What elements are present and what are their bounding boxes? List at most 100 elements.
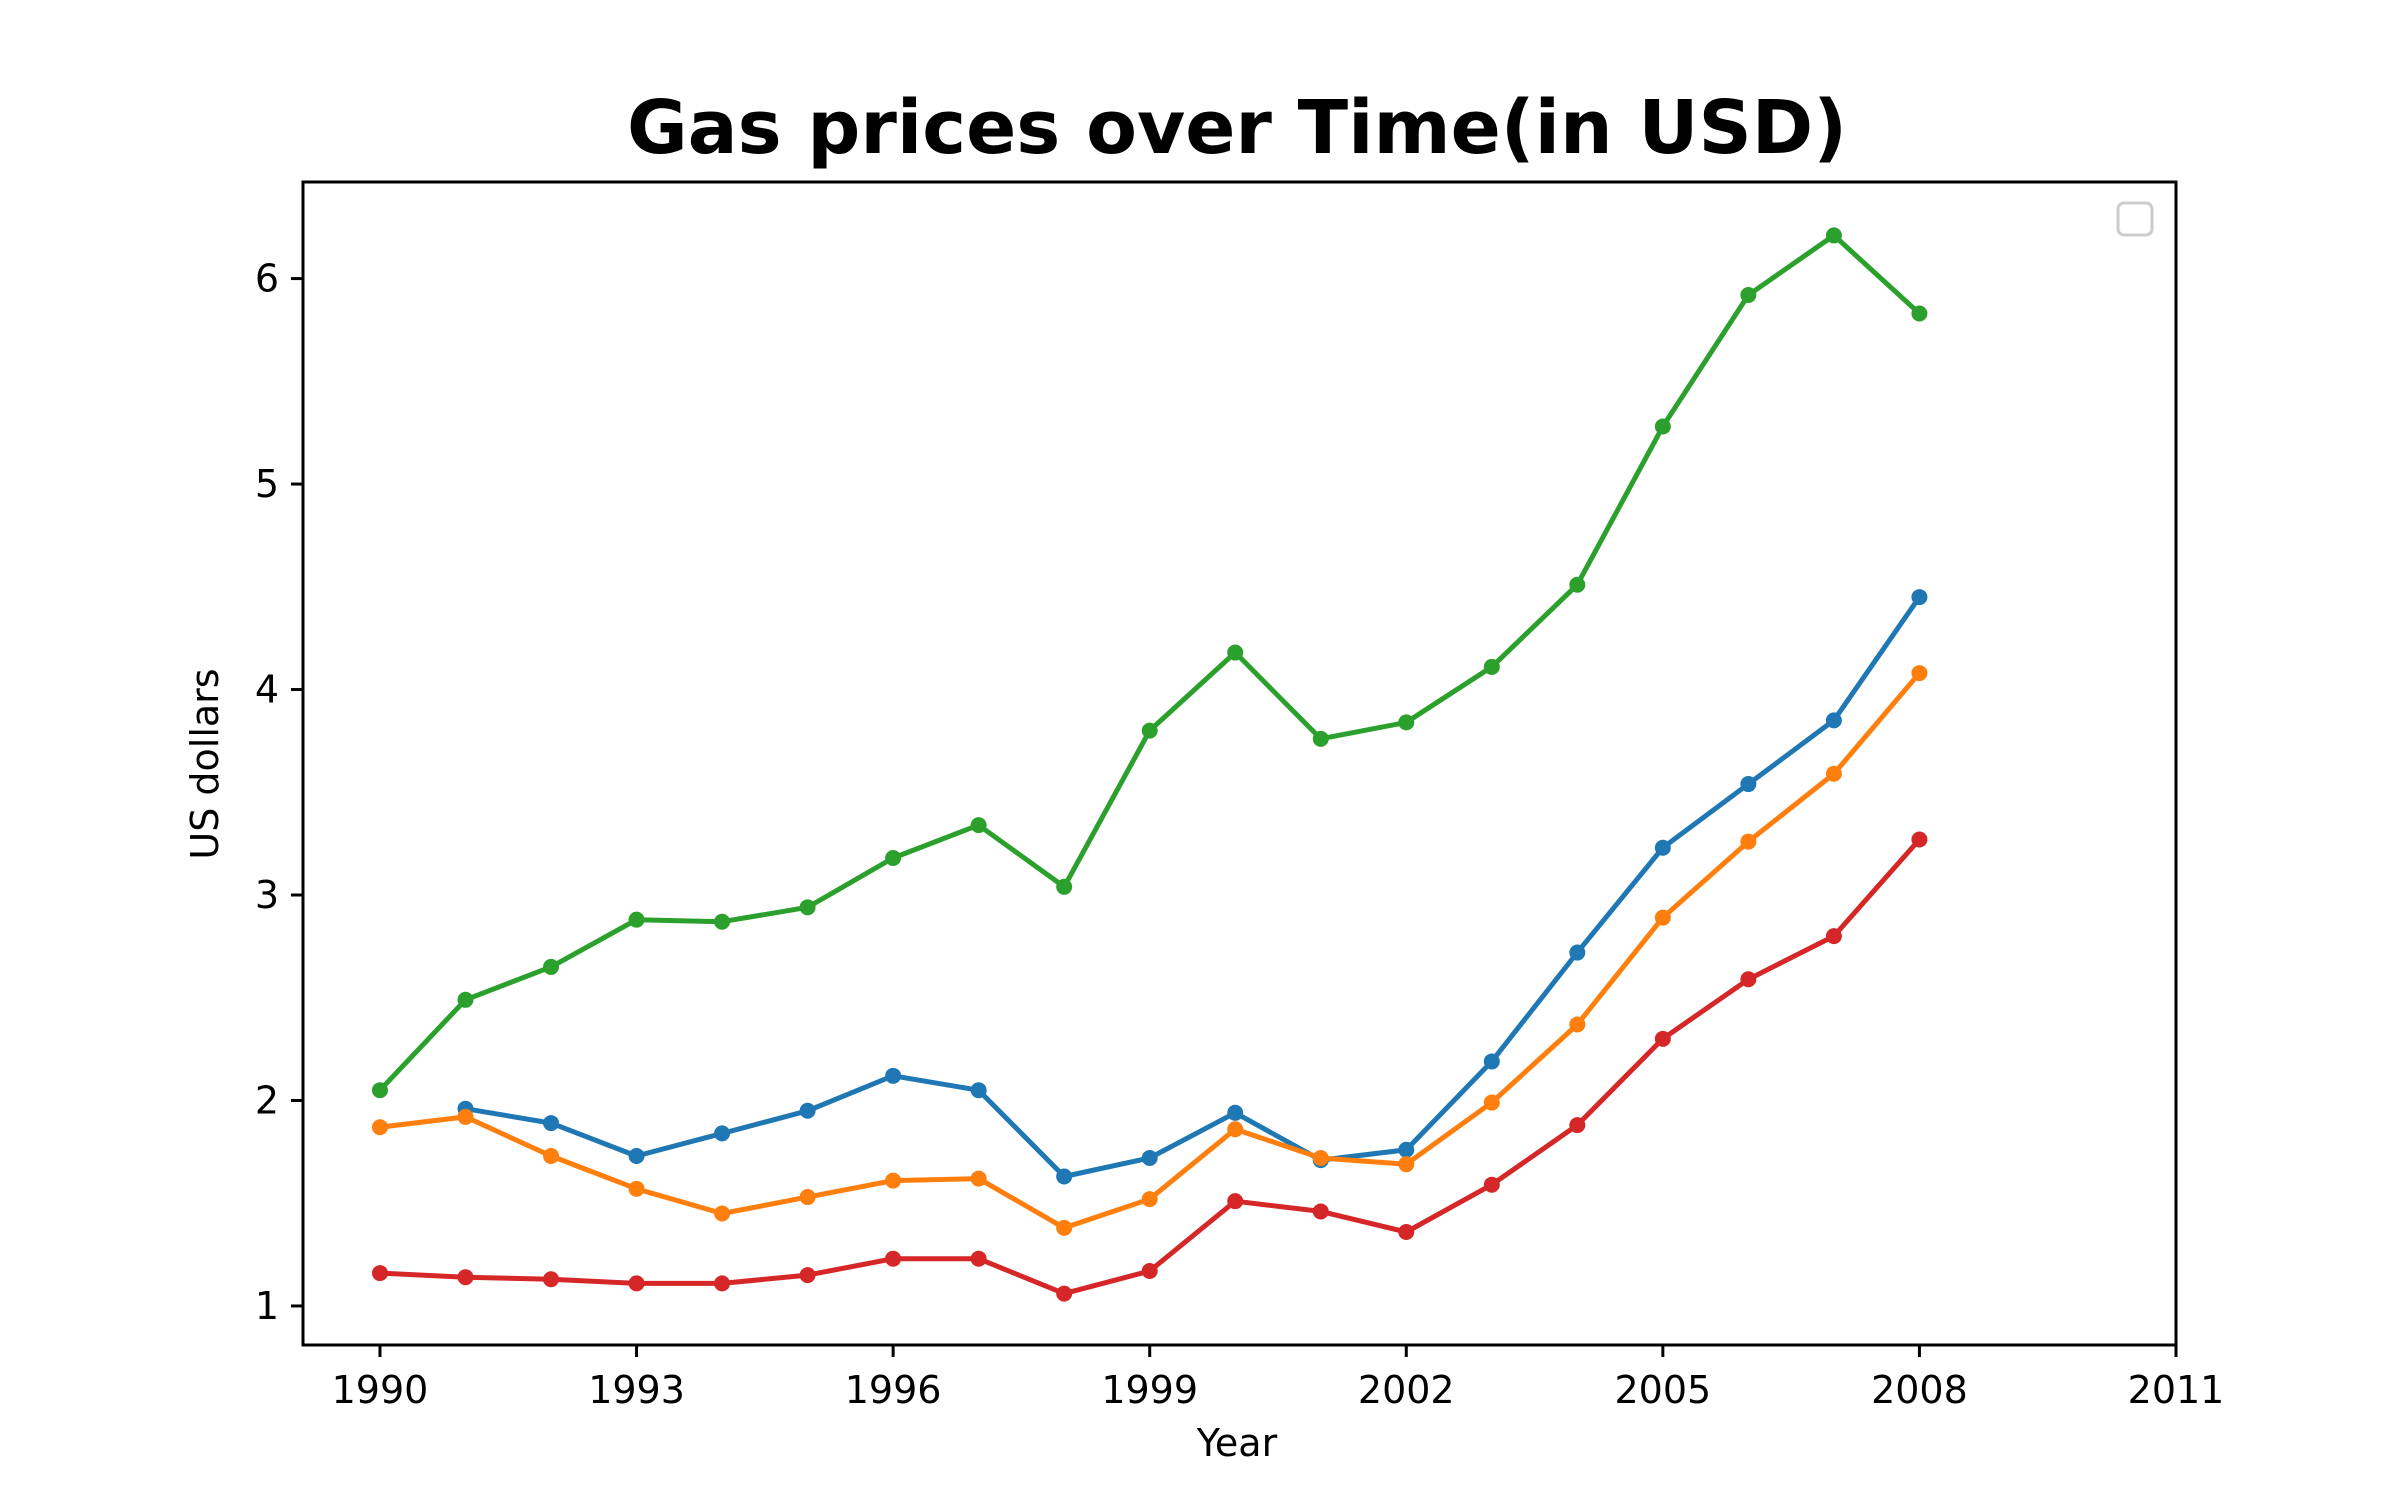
data-point [1740,833,1757,850]
y-tick-label: 4 [255,668,279,712]
data-point [1740,971,1757,988]
data-point [1740,287,1757,304]
data-point [1312,730,1329,747]
data-point [970,1170,987,1187]
data-point [970,1082,987,1099]
data-point [714,1275,731,1292]
data-point [1398,1223,1415,1240]
legend-box [2116,201,2154,237]
x-tick-label: 2011 [2128,1368,2225,1412]
data-point [628,911,645,928]
x-tick-label: 1993 [588,1368,685,1412]
data-point [970,817,987,834]
x-tick-label: 1996 [845,1368,942,1412]
data-point [714,1205,731,1222]
data-point [1825,928,1842,945]
data-point [1569,944,1586,961]
data-point [628,1275,645,1292]
data-point [628,1147,645,1164]
data-point [1654,909,1671,926]
data-point [1825,227,1842,244]
data-point [1911,831,1928,848]
data-point [1227,1121,1244,1138]
data-point [799,1267,816,1284]
x-tick-label: 1990 [332,1368,429,1412]
x-tick-label: 2008 [1871,1368,1968,1412]
y-axis-label: US dollars [183,668,227,859]
data-point [1569,576,1586,593]
data-point [714,1125,731,1142]
data-point [1227,1193,1244,1210]
data-point [1227,644,1244,661]
data-point [1141,722,1158,739]
data-point [1483,1053,1500,1070]
y-tick-label: 1 [255,1284,279,1328]
x-axis-ticks: 1990 1993 1996 1999 2002 2005 2008 2011 [332,1345,2225,1412]
data-point [1141,1191,1158,1208]
data-point [543,958,560,975]
data-point [1312,1203,1329,1220]
data-point [1483,1094,1500,1111]
y-tick-label: 2 [255,1078,279,1122]
data-point [885,1067,902,1084]
y-tick-label: 3 [255,873,279,917]
data-point [885,1172,902,1189]
data-point [457,1108,474,1125]
data-point [543,1271,560,1288]
data-point [1825,765,1842,782]
plot-frame [301,180,2178,1347]
data-point [628,1180,645,1197]
data-point [543,1147,560,1164]
data-point [1483,1176,1500,1193]
data-point [1740,776,1757,793]
data-point [1312,1150,1329,1167]
series-line [377,232,1922,1093]
data-point [799,1189,816,1206]
data-point [1911,305,1928,322]
data-point [457,1269,474,1286]
series-3 [371,227,1928,1099]
data-point [1227,1104,1244,1121]
data-point [457,991,474,1008]
data-point [371,1082,388,1099]
x-axis-label: Year [1196,1421,1278,1465]
data-point [714,913,731,930]
data-point [1056,1168,1073,1185]
data-point [1911,589,1928,606]
data-point [1056,1285,1073,1302]
series-line [463,594,1922,1179]
y-axis-ticks: 1 2 3 4 5 6 [255,257,303,1328]
data-point [371,1265,388,1282]
data-point [371,1119,388,1136]
data-point [1654,839,1671,856]
data-point [1654,418,1671,435]
x-tick-label: 2002 [1358,1368,1455,1412]
data-point [799,1102,816,1119]
data-point [970,1250,987,1267]
x-tick-label: 1999 [1101,1368,1198,1412]
data-point [885,1250,902,1267]
data-point [1569,1117,1586,1134]
data-point [543,1115,560,1132]
series-1 [457,589,1928,1185]
plot-series [371,227,1928,1302]
data-point [1569,1016,1586,1033]
data-point [799,899,816,916]
data-point [1483,658,1500,675]
data-point [1141,1263,1158,1280]
data-point [1398,1156,1415,1173]
data-point [885,850,902,867]
data-point [1056,878,1073,895]
y-tick-label: 6 [255,257,279,301]
x-tick-label: 2005 [1614,1368,1711,1412]
data-point [1398,714,1415,731]
y-tick-label: 5 [255,462,279,506]
data-point [1911,665,1928,682]
data-point [1056,1219,1073,1236]
data-point [1654,1030,1671,1047]
series-2 [371,665,1928,1236]
series-line [377,837,1922,1297]
data-point [1825,712,1842,729]
data-point [1141,1150,1158,1167]
